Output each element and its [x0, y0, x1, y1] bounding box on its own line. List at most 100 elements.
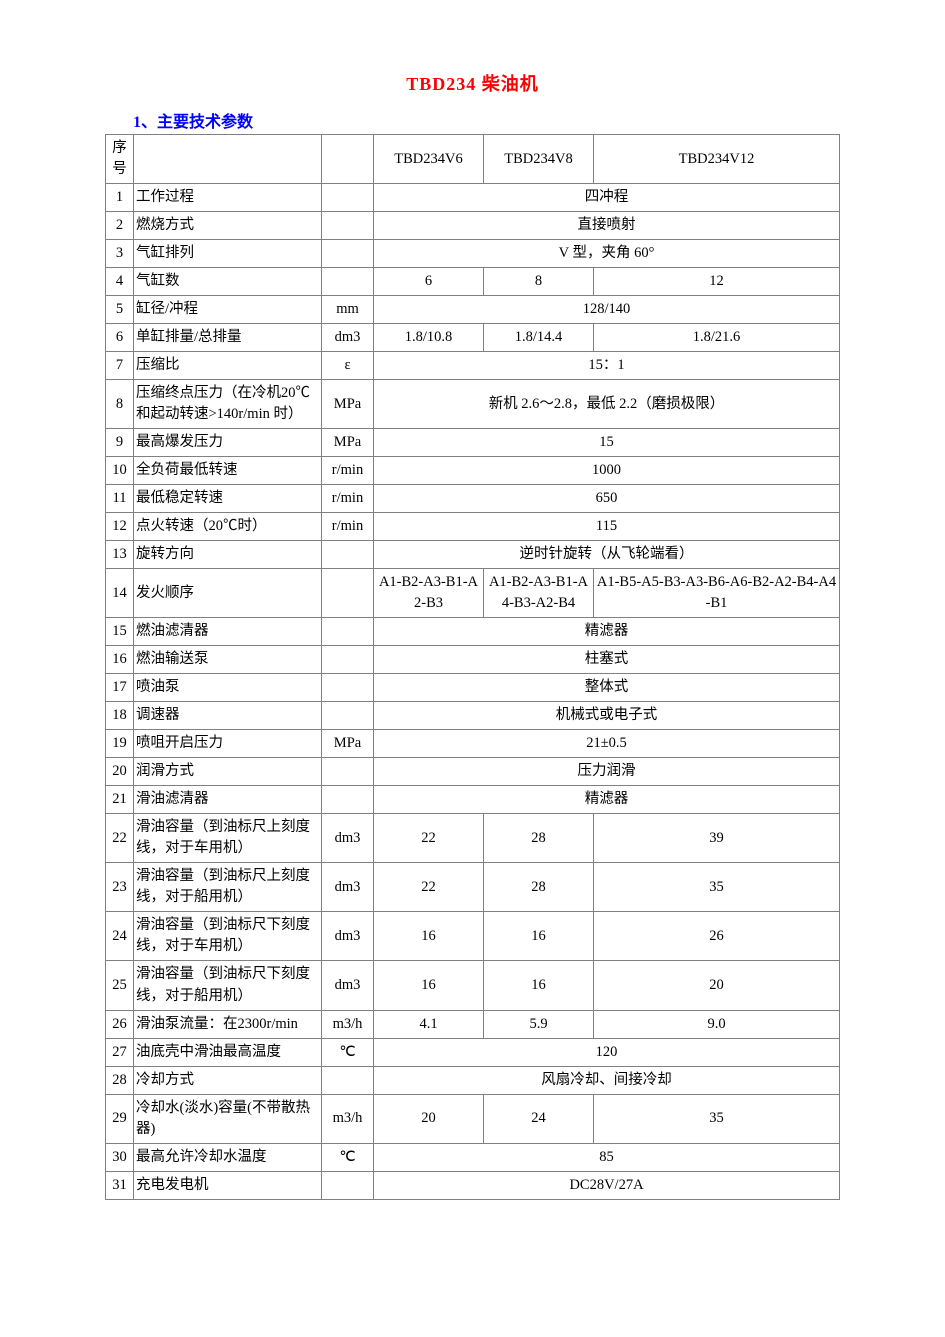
row-number: 13 [106, 541, 134, 569]
row-value-v12: 35 [594, 863, 840, 912]
row-param: 缸径/冲程 [134, 296, 322, 324]
row-param: 燃烧方式 [134, 212, 322, 240]
table-row: 31充电发电机DC28V/27A [106, 1171, 840, 1199]
row-unit: r/min [322, 457, 374, 485]
row-value-v12: 35 [594, 1094, 840, 1143]
table-row: 20润滑方式压力润滑 [106, 758, 840, 786]
row-param: 工作过程 [134, 184, 322, 212]
row-value-merged: 15：1 [374, 352, 840, 380]
row-number: 12 [106, 513, 134, 541]
row-unit: m3/h [322, 1010, 374, 1038]
table-row: 24滑油容量（到油标尺下刻度线，对于车用机）dm3161626 [106, 912, 840, 961]
table-row: 19喷咀开启压力MPa21±0.5 [106, 730, 840, 758]
row-number: 23 [106, 863, 134, 912]
table-row: 27油底壳中滑油最高温度℃120 [106, 1038, 840, 1066]
row-value-merged: 直接喷射 [374, 212, 840, 240]
row-unit [322, 240, 374, 268]
row-unit: r/min [322, 513, 374, 541]
row-number: 21 [106, 786, 134, 814]
row-unit [322, 702, 374, 730]
row-unit [322, 646, 374, 674]
row-param: 压缩终点压力（在冷机20℃和起动转速>140r/min 时） [134, 380, 322, 429]
row-value-v6: 22 [374, 863, 484, 912]
row-number: 3 [106, 240, 134, 268]
row-param: 点火转速（20℃时） [134, 513, 322, 541]
row-value-merged: 精滤器 [374, 786, 840, 814]
section-header: 1、主要技术参数 [133, 108, 840, 132]
row-unit: dm3 [322, 912, 374, 961]
row-unit [322, 758, 374, 786]
row-value-merged: V 型，夹角 60° [374, 240, 840, 268]
row-param: 发火顺序 [134, 569, 322, 618]
row-value-merged: 柱塞式 [374, 646, 840, 674]
row-param: 冷却水(淡水)容量(不带散热器) [134, 1094, 322, 1143]
row-unit: dm3 [322, 961, 374, 1010]
row-value-v6: 6 [374, 268, 484, 296]
row-number: 28 [106, 1066, 134, 1094]
row-unit: ℃ [322, 1143, 374, 1171]
row-value-merged: 机械式或电子式 [374, 702, 840, 730]
row-number: 29 [106, 1094, 134, 1143]
table-row: 7压缩比ε15：1 [106, 352, 840, 380]
table-row: 16燃油输送泵柱塞式 [106, 646, 840, 674]
row-value-merged: 21±0.5 [374, 730, 840, 758]
row-number: 16 [106, 646, 134, 674]
row-param: 压缩比 [134, 352, 322, 380]
row-value-merged: 128/140 [374, 296, 840, 324]
row-unit [322, 618, 374, 646]
row-value-v12: 26 [594, 912, 840, 961]
table-row: 13旋转方向逆时针旋转（从飞轮端看） [106, 541, 840, 569]
row-value-merged: 整体式 [374, 674, 840, 702]
row-number: 30 [106, 1143, 134, 1171]
row-unit [322, 541, 374, 569]
row-param: 喷咀开启压力 [134, 730, 322, 758]
row-number: 8 [106, 380, 134, 429]
table-row: 5缸径/冲程mm128/140 [106, 296, 840, 324]
table-row: 26滑油泵流量：在2300r/minm3/h4.15.99.0 [106, 1010, 840, 1038]
row-param: 滑油滤清器 [134, 786, 322, 814]
table-row: 3气缸排列 V 型，夹角 60° [106, 240, 840, 268]
row-value-v8: 16 [484, 961, 594, 1010]
row-param: 喷油泵 [134, 674, 322, 702]
row-number: 17 [106, 674, 134, 702]
row-value-v12: 20 [594, 961, 840, 1010]
header-v8: TBD234V8 [484, 135, 594, 184]
row-param: 调速器 [134, 702, 322, 730]
row-number: 2 [106, 212, 134, 240]
row-unit: MPa [322, 730, 374, 758]
row-param: 滑油容量（到油标尺上刻度线，对于车用机） [134, 814, 322, 863]
table-row: 9最高爆发压力MPa15 [106, 429, 840, 457]
row-number: 11 [106, 485, 134, 513]
row-number: 26 [106, 1010, 134, 1038]
row-value-merged: 逆时针旋转（从飞轮端看） [374, 541, 840, 569]
row-param: 滑油容量（到油标尺下刻度线，对于车用机） [134, 912, 322, 961]
row-value-v8: 24 [484, 1094, 594, 1143]
row-unit [322, 674, 374, 702]
table-row: 22滑油容量（到油标尺上刻度线，对于车用机）dm3222839 [106, 814, 840, 863]
row-value-v8: 8 [484, 268, 594, 296]
row-unit: dm3 [322, 863, 374, 912]
row-param: 充电发电机 [134, 1171, 322, 1199]
table-row: 17喷油泵 整体式 [106, 674, 840, 702]
row-param: 滑油容量（到油标尺上刻度线，对于船用机） [134, 863, 322, 912]
table-row: 12点火转速（20℃时）r/min115 [106, 513, 840, 541]
row-number: 15 [106, 618, 134, 646]
row-param: 润滑方式 [134, 758, 322, 786]
row-param: 冷却方式 [134, 1066, 322, 1094]
row-param: 气缸排列 [134, 240, 322, 268]
row-param: 燃油滤清器 [134, 618, 322, 646]
row-value-v12: 1.8/21.6 [594, 324, 840, 352]
row-value-v12: 39 [594, 814, 840, 863]
row-unit: dm3 [322, 324, 374, 352]
row-value-v8: 28 [484, 863, 594, 912]
table-row: 2燃烧方式 直接喷射 [106, 212, 840, 240]
row-value-v6: 4.1 [374, 1010, 484, 1038]
row-number: 9 [106, 429, 134, 457]
row-unit: ε [322, 352, 374, 380]
row-value-merged: 精滤器 [374, 618, 840, 646]
header-v12: TBD234V12 [594, 135, 840, 184]
row-param: 最高爆发压力 [134, 429, 322, 457]
table-row: 10全负荷最低转速r/min1000 [106, 457, 840, 485]
row-unit [322, 184, 374, 212]
row-value-v12: A1-B5-A5-B3-A3-B6-A6-B2-A2-B4-A4-B1 [594, 569, 840, 618]
